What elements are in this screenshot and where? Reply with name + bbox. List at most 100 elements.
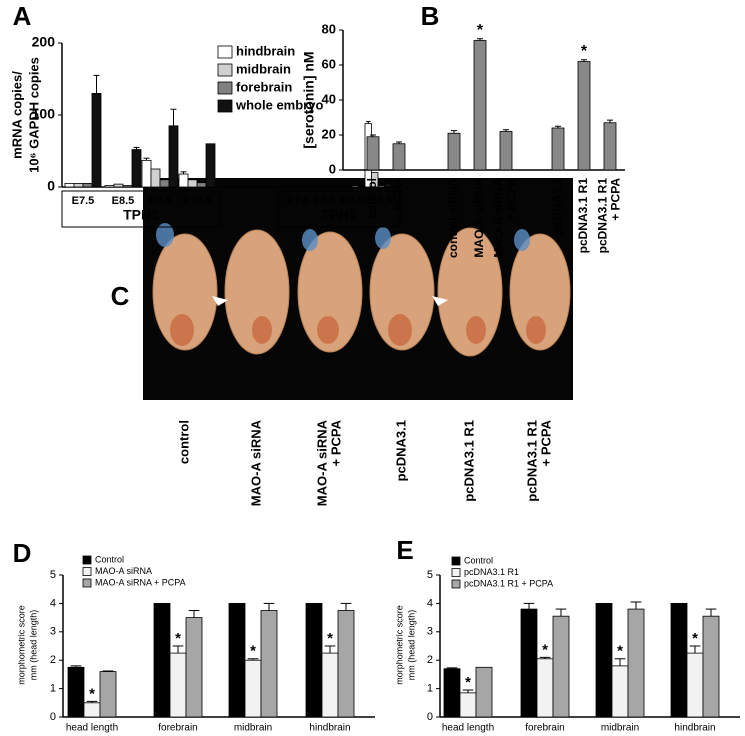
significance: * — [175, 630, 181, 647]
embryo-label: pcDNA3.1 — [393, 420, 408, 481]
legend-label: MAO-A siRNA — [95, 566, 152, 576]
bar — [153, 603, 171, 718]
bar — [169, 652, 187, 718]
y-tick-label: 60 — [322, 56, 336, 71]
y-tick-label: 80 — [322, 21, 336, 36]
x-tick-label: MAO-A siRNA — [492, 178, 506, 258]
panel-label: A — [13, 1, 32, 31]
bar — [447, 132, 461, 171]
bar — [113, 183, 124, 188]
bar — [131, 149, 142, 188]
y-axis-label: morphometric score — [16, 605, 26, 685]
legend-label: Control — [95, 554, 124, 564]
y-tick-label: 2 — [50, 654, 56, 666]
x-tick-label: hindbrain — [309, 723, 350, 734]
y-tick-label: 40 — [322, 91, 336, 106]
bar — [159, 179, 170, 188]
bar — [104, 185, 115, 188]
bar — [321, 652, 339, 718]
group-box — [61, 190, 221, 228]
y-tick-label: 1 — [50, 683, 56, 695]
bar — [536, 658, 554, 718]
legend-label: Control — [464, 555, 493, 565]
bar — [168, 125, 179, 188]
x-tick-label: E10.5 — [183, 195, 212, 207]
x-tick-label: hindbrain — [674, 723, 715, 734]
x-tick-label: + PCPA — [609, 178, 623, 221]
y-tick-label: 0 — [47, 178, 55, 194]
legend-label: pcDNA3.1 R1 — [464, 567, 519, 577]
bar — [551, 127, 565, 171]
legend-swatch — [451, 579, 461, 589]
x-tick-label: E9.5 — [149, 195, 172, 207]
legend-label: forebrain — [236, 79, 292, 94]
x-tick-label: E10.5 — [364, 195, 393, 207]
bar — [73, 182, 84, 188]
embryo-label: MAO-A siRNA — [314, 419, 329, 506]
bar — [260, 610, 278, 718]
y-axis-label: mRNA copies/ — [9, 71, 24, 159]
y-tick-label: 3 — [427, 626, 433, 638]
significance: * — [327, 630, 333, 647]
bar — [351, 185, 359, 188]
legend-swatch — [82, 578, 92, 588]
panel-label: B — [421, 1, 440, 31]
bar — [392, 143, 406, 171]
x-tick-label: midbrain — [234, 723, 272, 734]
y-tick-label: 200 — [32, 34, 56, 50]
embryo-photo — [143, 178, 573, 400]
y-tick-label: 20 — [322, 126, 336, 141]
x-tick-label: E7.5 — [287, 195, 310, 207]
legend-label: pcDNA3.1 R1 + PCPA — [464, 578, 553, 588]
significance: * — [89, 685, 95, 702]
significance: * — [477, 22, 484, 39]
significance: * — [465, 674, 471, 691]
bar — [384, 182, 392, 188]
legend-swatch — [451, 556, 461, 566]
bar — [371, 172, 379, 188]
y-tick-label: 4 — [50, 597, 56, 609]
bar — [686, 652, 704, 718]
x-tick-label: midbrain — [601, 723, 639, 734]
bar — [337, 610, 355, 718]
x-tick-label: head length — [66, 723, 118, 734]
x-tick-label: PCPA — [391, 178, 405, 211]
bar — [366, 136, 380, 171]
x-tick-label: forebrain — [158, 723, 197, 734]
x-tick-label: pcDNA3.1 R1 — [576, 178, 590, 254]
x-tick-label: forebrain — [525, 723, 564, 734]
significance: * — [581, 43, 588, 60]
legend-swatch — [217, 81, 233, 95]
legend-swatch — [82, 555, 92, 565]
x-tick-label: pcDNA3.1 — [550, 178, 564, 235]
panel-label: C — [111, 281, 130, 311]
bar — [99, 671, 117, 718]
embryo-label: control — [176, 420, 191, 464]
x-tick-label: + PCPA — [505, 178, 519, 221]
bar — [499, 131, 513, 171]
bar — [178, 173, 189, 188]
significance: * — [617, 643, 623, 660]
legend-swatch — [217, 45, 233, 59]
bar — [627, 608, 645, 718]
bar — [64, 182, 75, 188]
y-tick-label: 1 — [427, 683, 433, 695]
bar — [67, 666, 85, 718]
bar — [83, 702, 101, 718]
embryo-label: + PCPA — [328, 419, 343, 466]
significance: * — [542, 641, 548, 658]
y-tick-label: 3 — [50, 626, 56, 638]
group-box — [277, 190, 401, 228]
x-tick-label: head length — [442, 723, 494, 734]
x-tick-label: E8.5 — [314, 195, 337, 207]
x-tick-label: control — [365, 178, 379, 219]
panel-label: D — [13, 538, 32, 568]
embryo-label: + PCPA — [538, 419, 553, 466]
bar — [443, 668, 461, 718]
y-axis-label: morphometric score — [394, 605, 404, 685]
bar — [520, 608, 538, 718]
bar — [244, 659, 262, 718]
y-tick-label: 0 — [427, 711, 433, 723]
bar — [552, 615, 570, 718]
